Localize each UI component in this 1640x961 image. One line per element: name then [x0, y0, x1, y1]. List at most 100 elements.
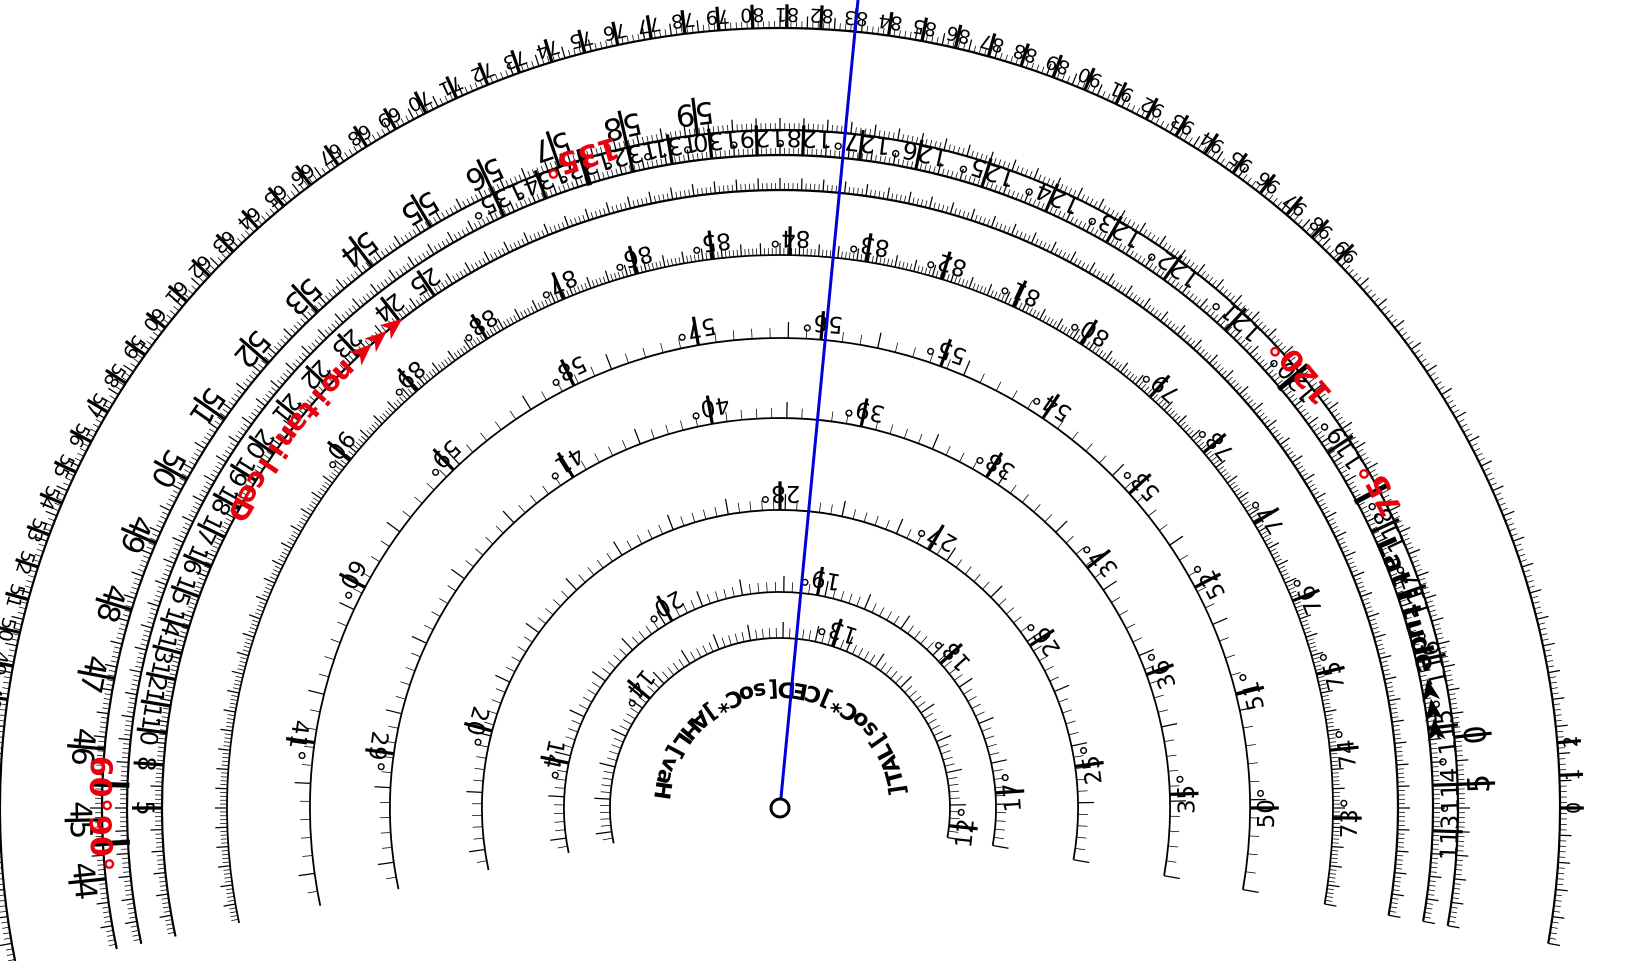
center-pivot[interactable] — [769, 797, 791, 819]
major-tick — [626, 678, 651, 700]
tick — [1308, 642, 1316, 645]
tick — [100, 721, 108, 724]
tick — [875, 251, 879, 264]
tick — [1390, 906, 1398, 909]
tick — [514, 176, 518, 184]
tick — [396, 399, 402, 406]
tick — [1418, 669, 1431, 673]
tick — [312, 392, 319, 398]
tick — [439, 98, 444, 105]
tick — [548, 795, 565, 798]
major-tick — [939, 643, 963, 665]
tick — [562, 291, 567, 299]
tick — [224, 450, 232, 455]
tick — [1301, 472, 1308, 478]
tick — [602, 276, 606, 284]
tick — [360, 435, 367, 442]
tick — [1258, 524, 1270, 533]
tick — [0, 736, 4, 738]
tick — [361, 572, 371, 578]
tick — [1033, 167, 1040, 180]
tick — [1168, 845, 1179, 848]
altitude-scale-c-label: 35° — [1173, 773, 1200, 815]
tick — [656, 610, 667, 626]
tick — [1146, 388, 1153, 395]
tick — [108, 669, 116, 673]
tick — [651, 262, 655, 270]
tick — [172, 536, 184, 543]
tick — [1554, 900, 1562, 902]
tick — [1074, 218, 1078, 226]
tick — [739, 579, 744, 596]
tick — [1366, 289, 1373, 295]
tick — [537, 302, 542, 310]
tick — [1252, 352, 1259, 358]
tick — [227, 714, 235, 717]
tick — [546, 56, 550, 64]
tick — [924, 712, 934, 719]
tick — [373, 256, 379, 263]
tick — [0, 915, 8, 919]
tick — [324, 481, 331, 487]
tick — [1395, 859, 1403, 861]
tick — [199, 493, 206, 498]
tick — [1118, 284, 1123, 292]
tick — [1362, 456, 1369, 462]
tick — [1330, 861, 1338, 863]
tick — [181, 473, 189, 478]
tick — [513, 242, 518, 249]
tick — [465, 227, 470, 234]
tick — [1144, 386, 1150, 393]
tick — [1444, 395, 1451, 400]
tick — [1407, 624, 1420, 629]
tick — [371, 556, 380, 563]
tick — [404, 234, 410, 241]
major-tick — [627, 245, 639, 275]
tick — [1244, 396, 1251, 402]
tick — [1376, 536, 1388, 543]
tick — [1193, 265, 1199, 272]
tick — [1212, 617, 1228, 625]
tick — [161, 577, 169, 581]
tick — [1430, 752, 1438, 754]
tick — [552, 182, 558, 195]
tick — [1340, 469, 1348, 474]
tick — [1429, 871, 1437, 873]
major-tick — [1194, 572, 1222, 589]
tick — [6, 953, 14, 956]
tick — [1049, 319, 1054, 326]
tick — [1426, 600, 1434, 604]
cursor-line[interactable] — [778, 0, 860, 809]
tick — [1434, 628, 1442, 631]
tick — [33, 559, 41, 563]
tick — [1117, 364, 1122, 371]
tick — [462, 200, 467, 208]
tick — [1272, 197, 1278, 204]
tick — [1230, 379, 1236, 386]
tick — [1354, 493, 1361, 498]
tick — [317, 329, 327, 339]
tick — [202, 273, 208, 279]
major-tick — [819, 5, 824, 30]
tick — [912, 695, 922, 703]
haversine-formula-char: H — [648, 779, 675, 801]
tick — [1041, 203, 1045, 210]
tick — [1524, 574, 1532, 578]
tick — [223, 745, 231, 747]
tick — [959, 452, 965, 462]
major-tick — [5, 591, 29, 602]
tick — [227, 446, 234, 451]
tick — [573, 48, 576, 56]
tick — [194, 501, 202, 506]
tick — [645, 625, 653, 635]
tick — [1299, 614, 1312, 620]
tick — [489, 76, 494, 83]
major-tick — [543, 38, 554, 63]
major-tick — [1235, 685, 1265, 696]
tick — [163, 558, 175, 564]
tick — [566, 151, 572, 164]
tick — [1261, 416, 1268, 422]
tick — [1451, 901, 1464, 905]
